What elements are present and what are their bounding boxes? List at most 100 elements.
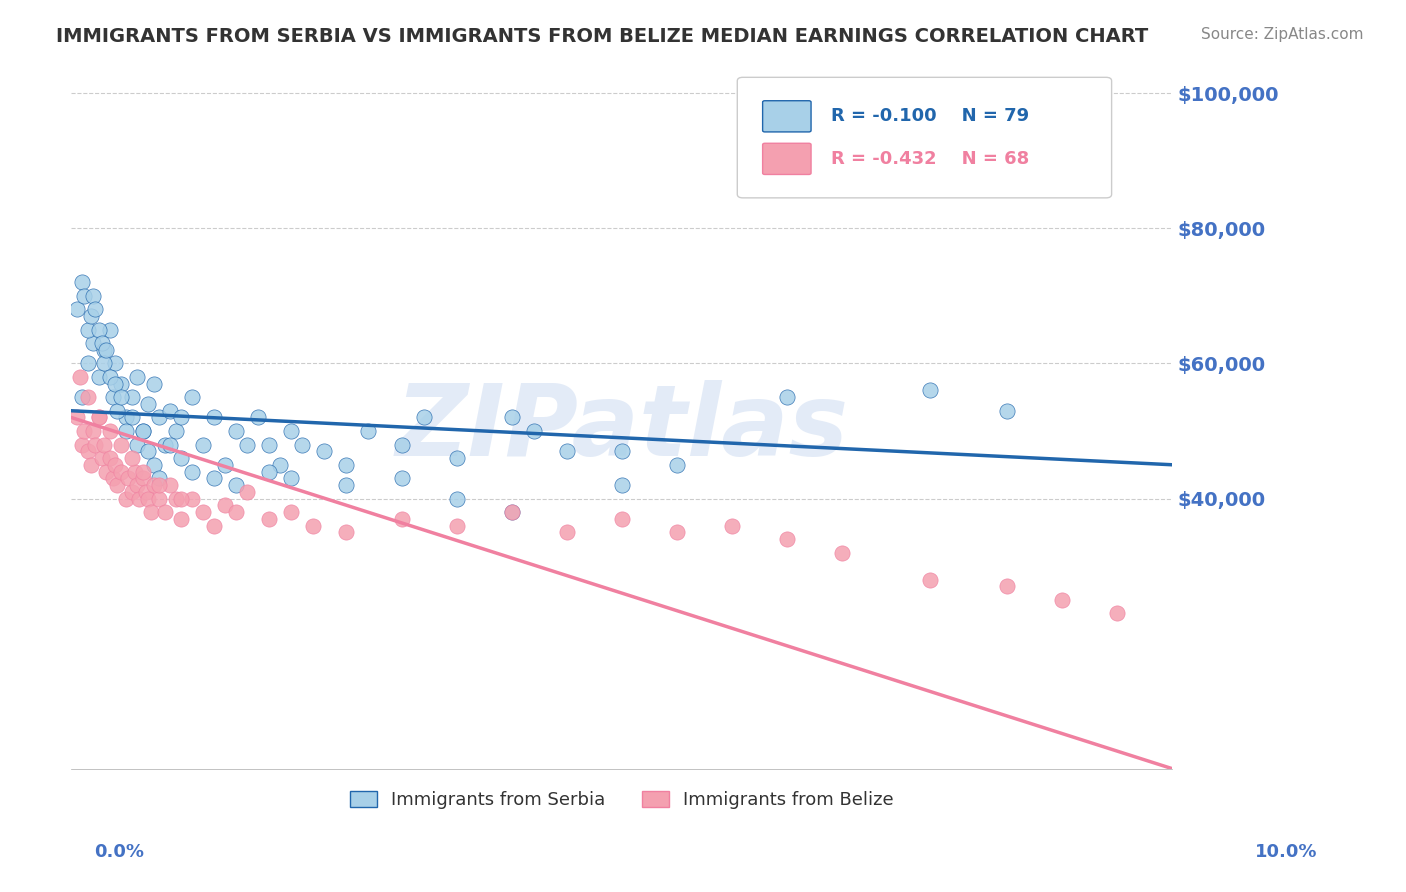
Text: IMMIGRANTS FROM SERBIA VS IMMIGRANTS FROM BELIZE MEDIAN EARNINGS CORRELATION CHA: IMMIGRANTS FROM SERBIA VS IMMIGRANTS FRO… <box>56 27 1149 45</box>
Point <box>91 450 114 465</box>
Point <box>555 444 578 458</box>
Point <box>335 525 357 540</box>
Point <box>80 309 103 323</box>
Point <box>136 397 159 411</box>
Point <box>84 302 107 317</box>
Point <box>165 424 187 438</box>
Point <box>107 478 129 492</box>
Point <box>555 525 578 540</box>
Text: Source: ZipAtlas.com: Source: ZipAtlas.com <box>1201 27 1364 42</box>
Point <box>82 424 104 438</box>
Point <box>225 478 247 492</box>
Point <box>446 491 468 506</box>
Point <box>170 410 193 425</box>
Point <box>70 437 93 451</box>
Point <box>236 437 259 451</box>
Point <box>202 471 225 485</box>
Point <box>136 491 159 506</box>
Point <box>391 471 413 485</box>
Text: 10.0%: 10.0% <box>1256 843 1317 861</box>
Point <box>93 437 115 451</box>
Point <box>73 424 96 438</box>
Point <box>96 465 118 479</box>
Point <box>136 444 159 458</box>
Point <box>127 478 149 492</box>
Point <box>76 323 98 337</box>
Point <box>148 478 170 492</box>
Point <box>66 410 89 425</box>
Point <box>291 437 314 451</box>
Point <box>225 505 247 519</box>
Point <box>135 484 157 499</box>
Point <box>132 465 155 479</box>
Point <box>523 424 546 438</box>
Text: 0.0%: 0.0% <box>94 843 145 861</box>
Point <box>918 573 941 587</box>
Point <box>87 323 110 337</box>
Point <box>110 390 132 404</box>
Point <box>142 458 165 472</box>
Point <box>181 390 204 404</box>
Point <box>70 276 93 290</box>
Point <box>127 437 149 451</box>
Point <box>446 518 468 533</box>
Point <box>128 491 150 506</box>
Point <box>159 403 181 417</box>
Point <box>104 356 127 370</box>
Point <box>110 376 132 391</box>
Point <box>132 424 155 438</box>
Point <box>115 410 138 425</box>
Point <box>269 458 291 472</box>
Point <box>110 465 132 479</box>
Point <box>193 437 215 451</box>
Point <box>98 370 121 384</box>
Point <box>610 478 633 492</box>
Point <box>132 424 155 438</box>
Point <box>357 424 380 438</box>
Point <box>225 424 247 438</box>
Point <box>446 450 468 465</box>
Point <box>214 458 236 472</box>
FancyBboxPatch shape <box>737 78 1112 198</box>
Text: R = -0.100    N = 79: R = -0.100 N = 79 <box>831 107 1029 125</box>
Point <box>280 505 302 519</box>
Point <box>214 498 236 512</box>
Point <box>76 390 98 404</box>
Point <box>302 518 325 533</box>
Point <box>96 343 118 357</box>
Text: R = -0.432    N = 68: R = -0.432 N = 68 <box>831 150 1029 168</box>
Point <box>132 471 155 485</box>
Point <box>101 471 124 485</box>
Point <box>80 458 103 472</box>
Point <box>87 410 110 425</box>
Point <box>70 390 93 404</box>
Point <box>115 424 138 438</box>
Point <box>159 437 181 451</box>
Point <box>280 471 302 485</box>
Point <box>181 491 204 506</box>
Point <box>247 410 270 425</box>
Point <box>391 512 413 526</box>
Point <box>98 424 121 438</box>
Point <box>236 484 259 499</box>
Point <box>259 437 281 451</box>
Point <box>110 437 132 451</box>
Point <box>93 343 115 357</box>
Point <box>259 465 281 479</box>
Point <box>995 579 1018 593</box>
Point <box>121 450 143 465</box>
Point <box>121 390 143 404</box>
Point <box>335 458 357 472</box>
Point <box>115 491 138 506</box>
Legend: Immigrants from Serbia, Immigrants from Belize: Immigrants from Serbia, Immigrants from … <box>343 784 901 816</box>
Point <box>165 491 187 506</box>
Point <box>259 512 281 526</box>
Point <box>121 410 143 425</box>
Point <box>314 444 336 458</box>
Point <box>104 376 127 391</box>
Point <box>76 444 98 458</box>
Point <box>84 437 107 451</box>
Point <box>66 302 89 317</box>
Point <box>170 450 193 465</box>
Point <box>193 505 215 519</box>
